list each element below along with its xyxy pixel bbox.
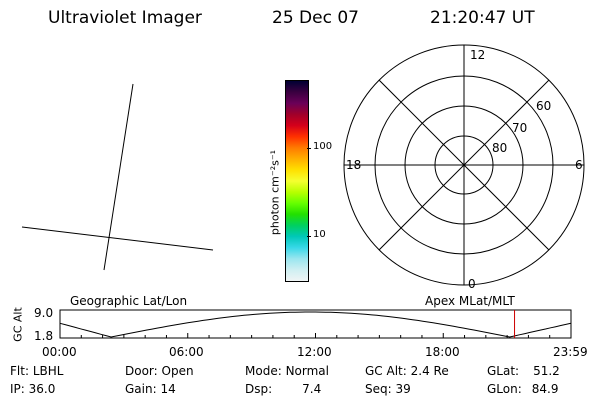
mlt-label-18: 18 <box>346 158 361 172</box>
mlt-label-0: 0 <box>468 277 476 291</box>
status-gcalt: GC Alt: 2.4 Re <box>365 364 449 378</box>
glon-label: GLon: <box>487 382 522 396</box>
meridian-line <box>103 83 134 271</box>
door-value: Open <box>161 364 194 378</box>
mlt-label-12: 12 <box>470 48 485 62</box>
x-tick-0000: 00:00 <box>42 345 77 359</box>
x-tick-0600: 06:00 <box>169 345 204 359</box>
mode-value: Normal <box>285 364 329 378</box>
lat-label-70: 70 <box>512 121 527 135</box>
app-title: Ultraviolet Imager <box>48 8 202 28</box>
status-glon: GLon: 84.9 <box>487 382 558 396</box>
strip-y-tick-9: 9.0 <box>34 306 54 320</box>
glat-label: GLat: <box>487 364 520 378</box>
seq-label: Seq: <box>365 382 392 396</box>
strip-y-tick-1-8: 1.8 <box>34 329 54 343</box>
colorbar <box>285 80 309 282</box>
strip-right-title: Apex MLat/MLT <box>425 294 515 308</box>
colorbar-tick-100: 100 <box>313 141 333 152</box>
parallel-line <box>21 226 214 251</box>
colorbar-tick-10: 10 <box>313 229 326 240</box>
strip-left-title: Geographic Lat/Lon <box>70 294 188 308</box>
glon-value: 84.9 <box>531 382 559 396</box>
header-time: 21:20:47 UT <box>430 8 535 28</box>
status-dsp: Dsp: 7.4 <box>245 382 321 396</box>
status-flt: Flt: LBHL <box>10 364 63 378</box>
x-tick-1800: 18:00 <box>425 345 460 359</box>
mode-label: Mode: <box>245 364 282 378</box>
gcalt-value: 2.4 Re <box>410 364 449 378</box>
status-mode: Mode: Normal <box>245 364 329 378</box>
flt-value: LBHL <box>32 364 64 378</box>
glat-value: 51.2 <box>533 364 560 378</box>
dsp-value: 7.4 <box>302 382 322 396</box>
door-label: Door: <box>125 364 158 378</box>
colorbar-gradient <box>286 81 308 281</box>
dsp-label: Dsp: <box>245 382 273 396</box>
lat-label-80: 80 <box>492 141 507 155</box>
mlt-label-6: 6 <box>575 158 583 172</box>
x-tick-1200: 12:00 <box>297 345 332 359</box>
flt-label: Flt: <box>10 364 29 378</box>
seq-value: 39 <box>395 382 411 396</box>
colorbar-tick-mark-100 <box>307 148 311 149</box>
colorbar-tick-mark-10 <box>307 236 311 237</box>
x-tick-2359: 23:59 <box>553 345 588 359</box>
status-ip: IP: 36.0 <box>10 382 55 396</box>
ip-value: 36.0 <box>28 382 56 396</box>
gcalt-label: GC Alt: <box>365 364 407 378</box>
gain-label: Gain: <box>125 382 157 396</box>
polar-diagonal-2 <box>378 79 550 251</box>
status-seq: Seq: 39 <box>365 382 411 396</box>
header-date: 25 Dec 07 <box>272 8 359 28</box>
altitude-curve <box>59 311 572 338</box>
gain-value: 14 <box>160 382 176 396</box>
status-door: Door: Open <box>125 364 194 378</box>
lat-label-60: 60 <box>536 99 551 113</box>
status-gain: Gain: 14 <box>125 382 176 396</box>
status-glat: GLat: 51.2 <box>487 364 560 378</box>
ip-label: IP: <box>10 382 25 396</box>
